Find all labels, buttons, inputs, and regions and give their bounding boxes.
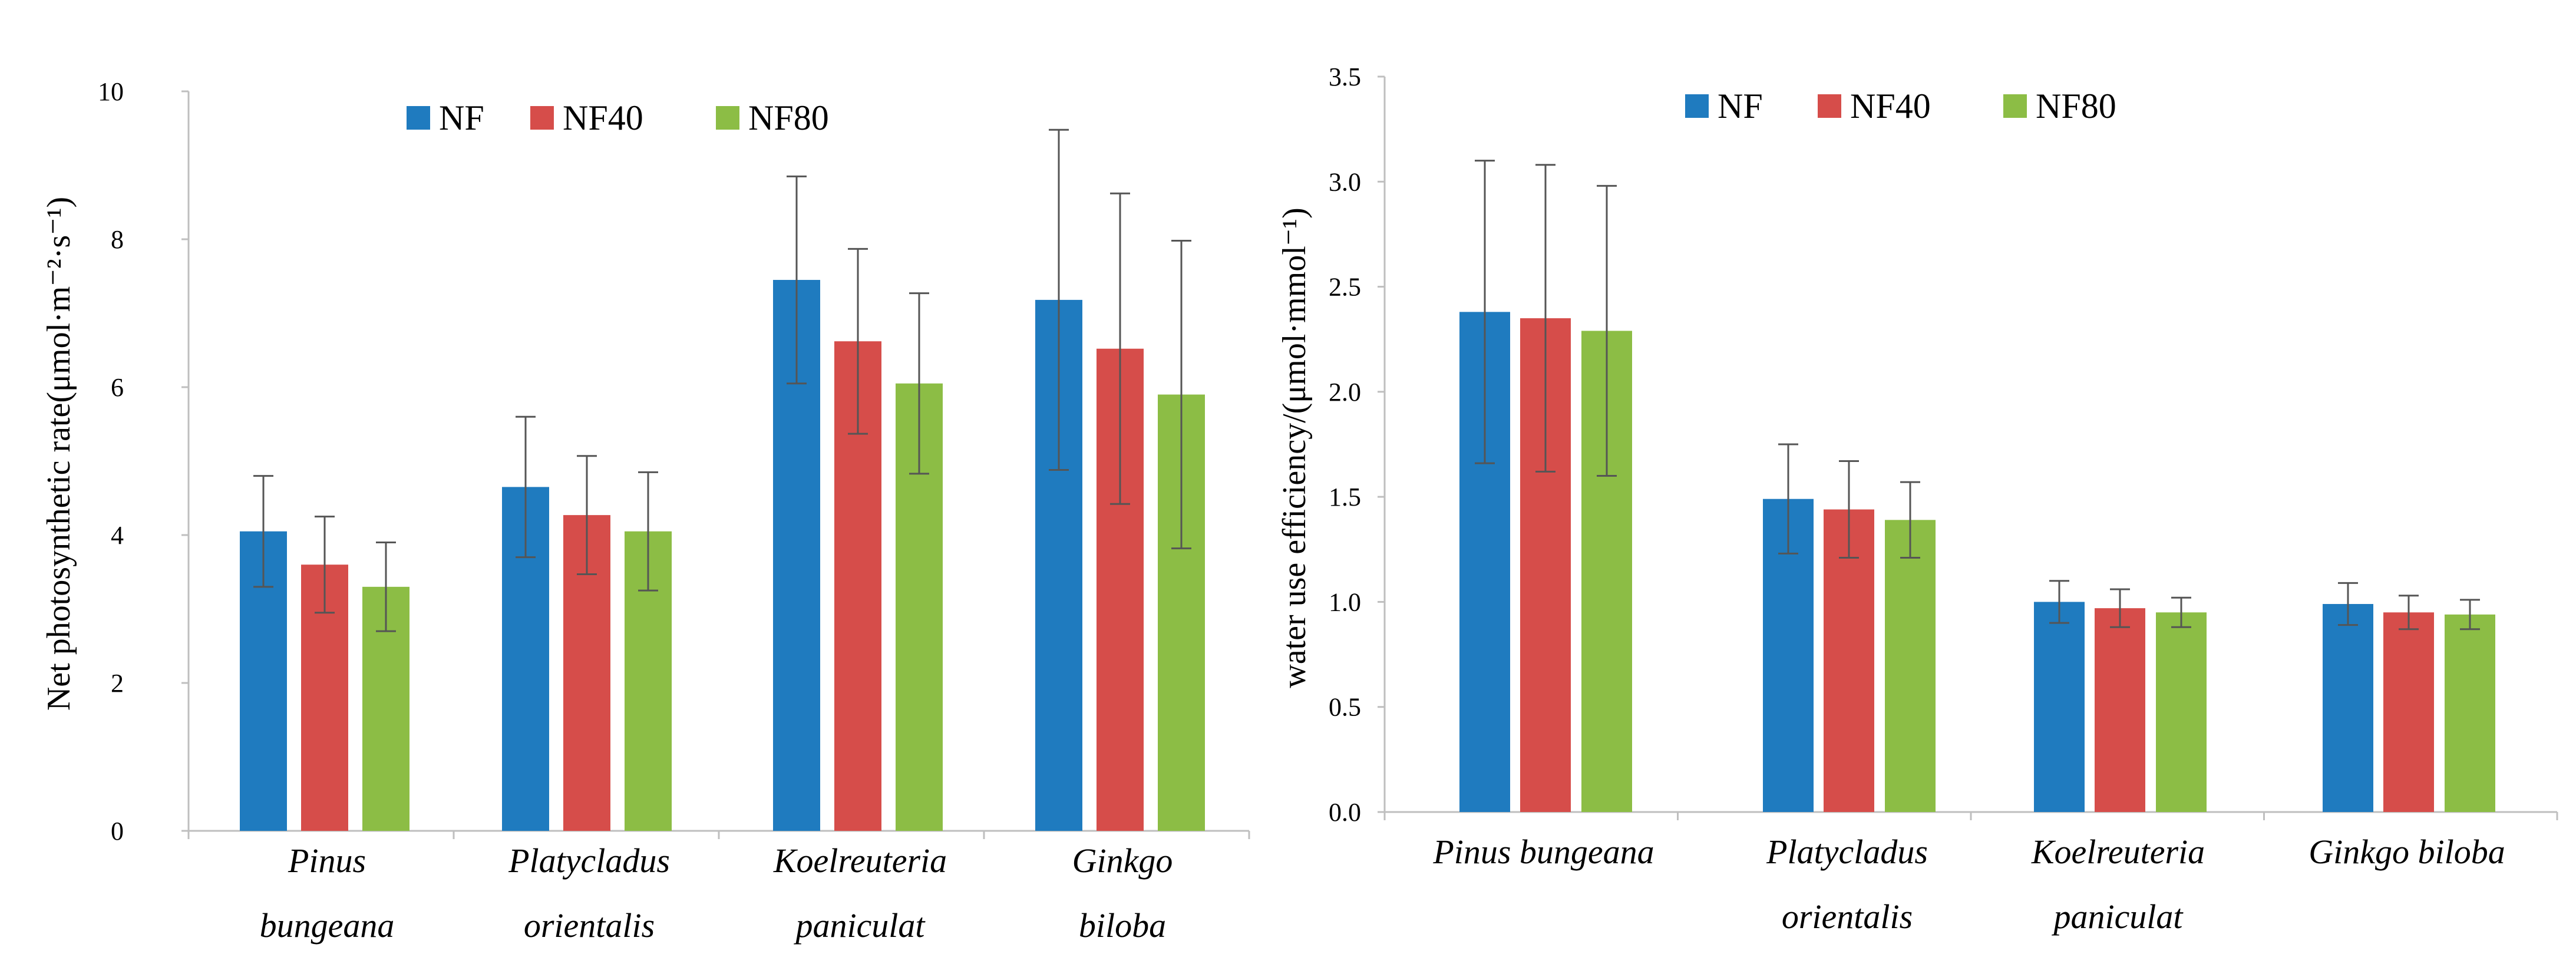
x-category-label: Pinus bungeana <box>1432 833 1654 871</box>
y-tick-label: 6 <box>111 373 124 402</box>
legend-swatch-nf <box>407 106 430 130</box>
x-category-label: biloba <box>1079 906 1166 945</box>
y-tick-label: 0 <box>111 817 124 846</box>
y-axis-title: Net photosynthetic rate(μmol·m⁻²·s⁻¹) <box>41 197 77 711</box>
x-category-label: orientalis <box>1782 897 1913 936</box>
y-tick-label: 0.0 <box>1329 798 1361 827</box>
legend-label-nf80: NF80 <box>748 98 829 137</box>
y-tick-label: 1.0 <box>1329 587 1361 616</box>
x-category-label: Koelreuteria <box>773 841 947 880</box>
bar-nf80-2 <box>1885 520 1936 812</box>
legend-swatch-nf40 <box>530 106 554 130</box>
y-axis-title: water use efficiency/(μmol·mmol⁻¹) <box>1276 207 1313 688</box>
x-category-label: Ginkgo biloba <box>2309 833 2505 871</box>
x-category-label: bungeana <box>260 906 395 945</box>
bar-nf40-2 <box>1824 509 1874 812</box>
chart-2: 0.0 0.5 1.0 1.5 2.0 2.5 3.0 3.5 Pinus bungeana Pl… <box>1276 62 2558 936</box>
chart-1: 0 2 4 6 8 10 Pinus bungeana Platycladus orientali… <box>41 77 1250 945</box>
bar-nf80-3 <box>2156 612 2207 812</box>
y-tick-label: 1.5 <box>1329 483 1361 511</box>
y-tick-label: 2.5 <box>1329 273 1361 302</box>
x-category-label: paniculat <box>793 906 926 945</box>
legend-swatch-nf80 <box>716 106 739 130</box>
y-tick-label: 8 <box>111 225 124 254</box>
bar-nf80-4 <box>2445 614 2495 812</box>
legend-swatch-nf80 <box>2003 94 2027 118</box>
legend-label-nf40: NF40 <box>1850 87 1931 126</box>
x-category-label: Pinus <box>288 841 366 880</box>
x-category-label: orientalis <box>524 906 655 945</box>
bar-nf40-4 <box>2383 612 2434 812</box>
legend-label-nf80: NF80 <box>2036 87 2116 126</box>
legend-swatch-nf40 <box>1818 94 1841 118</box>
x-category-label: Platycladus <box>508 841 670 880</box>
bar-nf40-3 <box>2095 608 2145 812</box>
legend-swatch-nf <box>1685 94 1709 118</box>
y-tick-label: 4 <box>111 521 124 550</box>
legend-label-nf40: NF40 <box>563 98 643 137</box>
y-tick-label: 2 <box>111 669 124 698</box>
bar-nf-3 <box>2034 602 2085 812</box>
x-category-label: Ginkgo <box>1072 841 1173 880</box>
y-tick-label: 3.0 <box>1329 167 1361 196</box>
y-tick-label: 10 <box>98 77 124 106</box>
x-category-label: paniculat <box>2051 897 2184 936</box>
y-tick-label: 2.0 <box>1329 378 1361 407</box>
y-tick-label: 3.5 <box>1329 62 1361 91</box>
bar-nf-4 <box>2323 603 2373 812</box>
legend-label-nf: NF <box>1718 87 1763 126</box>
y-tick-label: 0.5 <box>1329 693 1361 722</box>
x-category-label: Platycladus <box>1766 833 1928 871</box>
x-category-label: Koelreuteria <box>2031 833 2205 871</box>
legend-label-nf: NF <box>439 98 484 137</box>
